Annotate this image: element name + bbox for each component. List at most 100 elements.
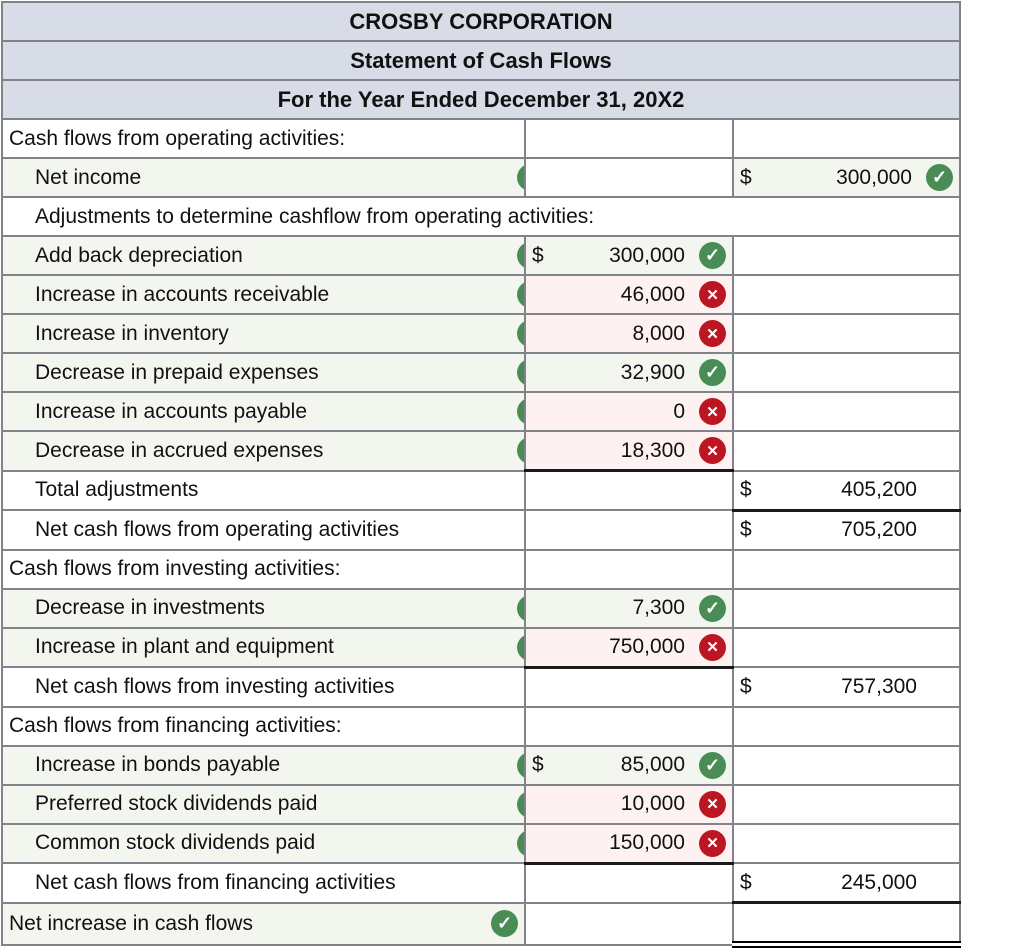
amount-value: 0 <box>673 399 685 423</box>
row-label: Decrease in investments <box>35 596 265 619</box>
right-column-amount-cell: $757,300 <box>732 666 961 708</box>
middle-column-empty-cell <box>524 901 734 946</box>
right-column-empty-cell <box>732 626 961 668</box>
row-label-cell[interactable]: Increase in plant and equipment ✓ <box>1 626 526 668</box>
row-label-cell[interactable]: Net increase in cash flows ✓ <box>1 901 526 946</box>
right-column-empty-cell <box>732 901 961 948</box>
middle-column-amount-cell[interactable]: 0 ✕ <box>524 391 734 432</box>
row-label-cell: Cash flows from operating activities: <box>1 118 526 159</box>
row-label: Increase in inventory <box>35 321 229 345</box>
table-row: Common stock dividends paid ✓ 150,000 ✕ <box>1 822 961 865</box>
statement-header-row: Statement of Cash Flows <box>1 40 961 81</box>
row-label-cell: Total adjustments <box>1 469 526 511</box>
table-row: Decrease in accrued expenses ✓ 18,300 ✕ <box>1 430 961 472</box>
middle-column-empty-cell <box>524 157 734 198</box>
middle-column-amount-cell[interactable]: 7,300 ✓ <box>524 587 734 629</box>
row-label-cell[interactable]: Decrease in prepaid expenses ✓ <box>1 352 526 393</box>
middle-column-amount-cell[interactable]: 18,300 ✕ <box>524 430 734 472</box>
middle-column-amount-cell[interactable]: 10,000 ✕ <box>524 783 734 825</box>
right-column-empty-cell <box>732 274 961 315</box>
amount-value: 705,200 <box>841 518 917 541</box>
middle-column-amount-cell[interactable]: $85,000 ✓ <box>524 744 734 786</box>
right-column-empty-cell <box>732 744 961 786</box>
row-label-cell[interactable]: Decrease in accrued expenses ✓ <box>1 430 526 472</box>
row-label: Preferred stock dividends paid <box>35 792 318 815</box>
table-row: Net cash flows from operating activities… <box>1 509 961 551</box>
right-column-empty-cell <box>732 783 961 825</box>
middle-column-amount-cell[interactable]: $300,000 ✓ <box>524 235 734 276</box>
row-label-cell: Net cash flows from operating activities <box>1 509 526 551</box>
row-label-cell: Cash flows from investing activities: <box>1 548 526 590</box>
incorrect-icon: ✕ <box>699 790 726 818</box>
correct-icon: ✓ <box>517 594 523 622</box>
table-row: Preferred stock dividends paid ✓ 10,000 ✕ <box>1 783 961 825</box>
amount-value: 405,200 <box>841 478 917 501</box>
row-label-cell[interactable]: Increase in accounts receivable ✓ <box>1 274 526 315</box>
middle-column-amount-cell[interactable]: 46,000 ✕ <box>524 274 734 315</box>
amount-value: 46,000 <box>620 282 685 306</box>
middle-column-empty-cell <box>524 862 734 904</box>
correct-icon: ✓ <box>517 242 523 269</box>
correct-icon: ✓ <box>517 164 523 191</box>
correct-icon: ✓ <box>517 320 523 347</box>
row-label: Net cash flows from operating activities <box>35 517 400 541</box>
middle-column-amount-cell[interactable]: 8,000 ✕ <box>524 313 734 354</box>
incorrect-icon: ✕ <box>699 398 726 425</box>
row-label-cell: Net cash flows from financing activities <box>1 862 526 904</box>
correct-icon: ✓ <box>699 242 726 269</box>
right-column-empty-cell <box>732 391 961 432</box>
correct-icon: ✓ <box>517 790 523 818</box>
row-label: Cash flows from operating activities: <box>9 126 346 150</box>
correct-icon: ✓ <box>491 910 518 937</box>
incorrect-icon: ✕ <box>699 281 726 308</box>
correct-icon: ✓ <box>517 829 523 857</box>
statement-title: Statement of Cash Flows <box>1 40 961 81</box>
row-label-cell[interactable]: Common stock dividends paid ✓ <box>1 822 526 864</box>
table-row: Increase in bonds payable ✓ $85,000 ✓ <box>1 744 961 786</box>
amount-value: 18,300 <box>620 438 685 462</box>
row-label-cell[interactable]: Preferred stock dividends paid ✓ <box>1 783 526 825</box>
dollar-sign: $ <box>740 870 752 894</box>
row-label-cell[interactable]: Decrease in investments ✓ <box>1 587 526 629</box>
middle-column-empty-cell <box>524 666 734 708</box>
row-label: Decrease in accrued expenses <box>35 438 324 462</box>
row-label-cell: Adjustments to determine cashflow from o… <box>1 196 961 237</box>
statement-header-row: CROSBY CORPORATION <box>1 1 961 42</box>
row-label: Total adjustments <box>35 478 199 502</box>
row-label-cell[interactable]: Add back depreciation ✓ <box>1 235 526 276</box>
amount-value: 300,000 <box>609 243 685 267</box>
right-column-amount-cell: $245,000 <box>732 862 961 904</box>
table-row: Decrease in prepaid expenses ✓ 32,900 ✓ <box>1 352 961 393</box>
correct-icon: ✓ <box>699 594 726 622</box>
middle-column-amount-cell[interactable]: 750,000 ✕ <box>524 626 734 669</box>
row-label: Adjustments to determine cashflow from o… <box>35 204 595 228</box>
row-label-cell[interactable]: Net income ✓ <box>1 157 526 198</box>
table-row: Adjustments to determine cashflow from o… <box>1 196 961 237</box>
statement-period: For the Year Ended December 31, 20X2 <box>1 79 961 120</box>
table-row: Decrease in investments ✓ 7,300 ✓ <box>1 587 961 629</box>
right-column-empty-cell <box>732 313 961 354</box>
table-row: Net cash flows from financing activities… <box>1 862 961 904</box>
amount-value: 150,000 <box>609 831 685 854</box>
row-label-cell[interactable]: Increase in accounts payable ✓ <box>1 391 526 432</box>
right-column-empty-cell <box>732 705 961 747</box>
right-column-amount-cell[interactable]: $300,000 ✓ <box>732 157 961 198</box>
row-label: Cash flows from financing activities: <box>9 714 342 737</box>
middle-column-amount-cell[interactable]: 150,000 ✕ <box>524 822 734 865</box>
correct-icon: ✓ <box>517 437 523 465</box>
amount-value: 85,000 <box>620 753 685 776</box>
middle-column-amount-cell[interactable]: 32,900 ✓ <box>524 352 734 393</box>
row-label-cell[interactable]: Increase in inventory ✓ <box>1 313 526 354</box>
row-label: Common stock dividends paid <box>35 831 316 855</box>
correct-icon: ✓ <box>926 164 953 191</box>
amount-value: 7,300 <box>632 596 685 619</box>
correct-icon: ✓ <box>517 359 523 386</box>
row-label-cell[interactable]: Increase in bonds payable ✓ <box>1 744 526 786</box>
row-label: Net income <box>35 165 142 189</box>
amount-value: 300,000 <box>836 165 912 189</box>
amount-value: 10,000 <box>620 792 685 815</box>
correct-icon: ✓ <box>517 751 523 779</box>
row-label: Decrease in prepaid expenses <box>35 360 319 384</box>
right-column-empty-cell <box>732 822 961 864</box>
table-row: Increase in inventory ✓ 8,000 ✕ <box>1 313 961 354</box>
